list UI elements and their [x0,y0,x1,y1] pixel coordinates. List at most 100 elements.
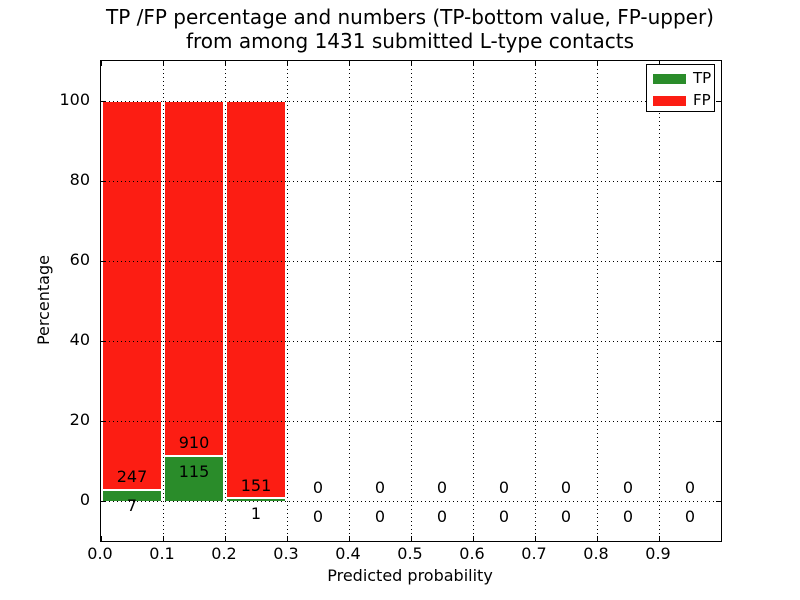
bar-count-label-tp: 0 [312,507,324,526]
bar-count-label-fp: 910 [178,433,210,452]
legend-swatch-tp [653,73,686,84]
y-axis-tick-right [716,181,721,182]
x-axis-label: Predicted probability [327,566,493,585]
plot-gridline-h [101,341,721,342]
bar-segment-fp [226,101,286,498]
y-axis-tick [101,421,106,422]
x-axis-tick [473,536,474,541]
x-tick-label: 0.5 [397,544,423,563]
y-axis-tick [101,261,106,262]
plot-gridline-v [597,61,598,541]
y-tick-label: 0 [79,490,90,509]
bar-count-label-fp: 247 [116,467,148,486]
x-tick-label: 0.8 [583,544,609,563]
y-tick-label: 40 [69,330,90,349]
plot-gridline-h [101,181,721,182]
plot-gridline-v [659,61,660,541]
chart-title: TP /FP percentage and numbers (TP-bottom… [60,5,760,53]
y-axis-tick [101,101,106,102]
y-axis-tick-right [716,501,721,502]
bar-count-label-fp: 0 [312,478,324,497]
bar-count-label-tp: 0 [374,507,386,526]
bar-segment-tp [102,490,162,501]
bar-count-label-fp: 0 [436,478,448,497]
x-axis-tick [163,536,164,541]
bar-segment-tp [164,456,224,501]
plot-gridline-v [287,61,288,541]
bar-count-label-fp: 151 [240,476,272,495]
y-tick-label: 60 [69,250,90,269]
chart-title-line2: from among 1431 submitted L-type contact… [185,29,635,53]
bar-count-label-tp: 0 [436,507,448,526]
x-axis-tick [349,536,350,541]
x-tick-label: 0.3 [273,544,299,563]
y-tick-label: 100 [59,90,90,109]
x-axis-tick-top [287,61,288,66]
bar-count-label-fp: 0 [622,478,634,497]
plot-gridline-h [101,501,721,502]
legend-label-fp: FP [693,91,711,109]
y-axis-tick [101,501,106,502]
legend: TP FP [646,64,715,112]
x-axis-tick-top [535,61,536,66]
bar-count-label-fp: 0 [498,478,510,497]
plot-gridline-h [101,261,721,262]
x-axis-tick-top [101,61,102,66]
plot-gridline-v [473,61,474,541]
y-axis-tick-right [716,261,721,262]
bar-count-label-fp: 0 [374,478,386,497]
y-axis-tick [101,181,106,182]
bar-count-label-tp: 0 [622,507,634,526]
x-axis-tick [535,536,536,541]
x-axis-tick [101,536,102,541]
x-axis-tick-top [473,61,474,66]
legend-entry: TP [653,69,712,87]
bar-segment-fp [164,101,224,456]
legend-swatch-fp [653,95,686,106]
y-axis-tick-right [716,101,721,102]
plot-gridline-h [101,421,721,422]
x-axis-tick-top [349,61,350,66]
x-tick-label: 0.9 [645,544,671,563]
x-axis-tick [411,536,412,541]
x-tick-label: 0.6 [459,544,485,563]
plot-gridline-v [411,61,412,541]
bar-count-label-tp: 1 [250,504,262,523]
plot-gridline-v [349,61,350,541]
plot-area: 247 7 910 115 151 1 0 0 0 0 0 0 0 0 0 0 0 0 0 0 [100,60,722,542]
plot-gridline-v [163,61,164,541]
chart-title-line1: TP /FP percentage and numbers (TP-bottom… [106,5,714,29]
plot-gridline-h [101,101,721,102]
y-tick-label: 20 [69,410,90,429]
bar-count-label-tp: 0 [498,507,510,526]
x-tick-label: 0.0 [87,544,113,563]
x-axis-tick-top [659,61,660,66]
x-axis-tick-top [411,61,412,66]
bar-count-label-fp: 0 [560,478,572,497]
bar-count-label-tp: 0 [560,507,572,526]
bar-segment-tp [226,498,286,501]
x-axis-tick [287,536,288,541]
x-axis-tick-top [597,61,598,66]
plot-gridline-v [225,61,226,541]
bar-segment-fp [102,101,162,490]
y-axis-tick [101,341,106,342]
y-axis-label: Percentage [34,255,53,346]
x-axis-tick [597,536,598,541]
y-axis-tick-right [716,421,721,422]
legend-label-tp: TP [693,69,712,87]
plot-gridline-v [535,61,536,541]
bar-count-label-tp: 7 [126,496,138,515]
y-axis-tick-right [716,341,721,342]
x-tick-label: 0.2 [211,544,237,563]
bar-count-label-fp: 0 [684,478,696,497]
x-tick-label: 0.4 [335,544,361,563]
bar-count-label-tp: 115 [178,462,210,481]
x-tick-label: 0.1 [149,544,175,563]
bar-count-label-tp: 0 [684,507,696,526]
x-tick-label: 0.7 [521,544,547,563]
x-axis-tick [659,536,660,541]
x-axis-tick-top [163,61,164,66]
x-axis-tick [225,536,226,541]
